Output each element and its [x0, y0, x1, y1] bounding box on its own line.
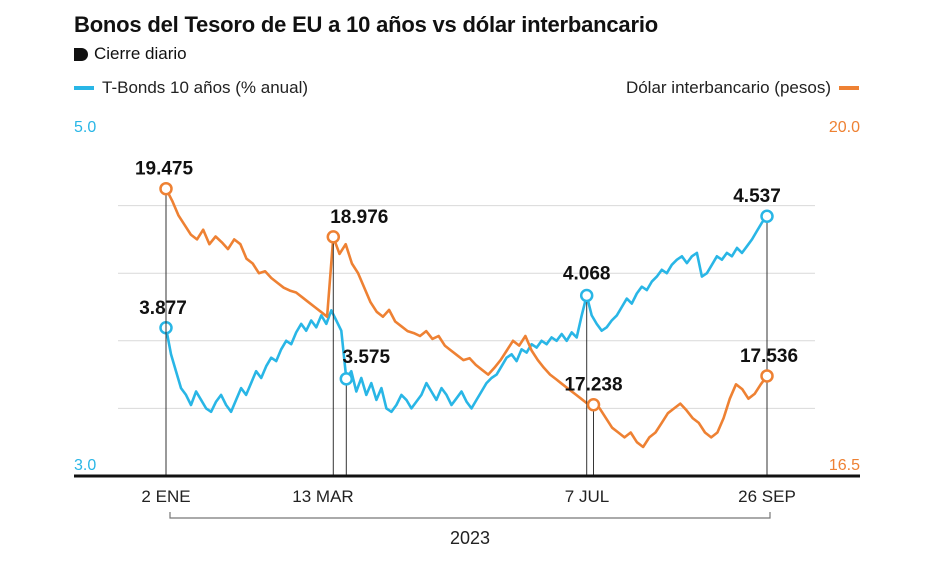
x-tick-label: 26 SEP [738, 487, 796, 506]
data-label: 3.575 [343, 347, 391, 368]
data-label: 3.877 [139, 298, 187, 319]
chart-subtitle: Cierre diario [74, 44, 187, 64]
data-label: 4.068 [563, 264, 611, 285]
legend-left-label: T-Bonds 10 años (% anual) [102, 78, 309, 97]
left-axis-max-label: 5.0 [74, 119, 96, 136]
chart-title: Bonos del Tesoro de EU a 10 años vs dóla… [74, 12, 658, 37]
right-axis-max-label: 20.0 [829, 119, 860, 136]
right-axis-min-label: 16.5 [829, 457, 860, 474]
legend-right-label: Dólar interbancario (pesos) [625, 78, 831, 97]
point-marker [159, 181, 173, 196]
legend-right: Dólar interbancario (pesos) [626, 78, 859, 98]
x-tick-label: 2 ENE [141, 487, 190, 506]
data-label: 4.537 [733, 186, 781, 207]
point-marker [760, 209, 774, 223]
orange-swatch-icon [839, 86, 859, 90]
data-label: 17.238 [564, 375, 622, 396]
x-tick-label: 13 MAR [292, 487, 353, 506]
point-marker [760, 369, 774, 383]
year-label: 2023 [450, 528, 490, 548]
blue-swatch-icon [74, 86, 94, 90]
point-marker [339, 372, 354, 386]
x-tick-label: 7 JUL [565, 487, 609, 506]
left-axis-min-label: 3.0 [74, 457, 96, 474]
dollar-line [164, 188, 769, 449]
point-marker [579, 288, 594, 303]
data-label: 18.976 [330, 207, 388, 228]
point-marker [326, 230, 341, 244]
year-bracket [169, 512, 771, 519]
data-label: 19.475 [135, 159, 194, 180]
subtitle-text: Cierre diario [94, 44, 187, 63]
data-label: 17.536 [740, 346, 798, 367]
subtitle-marker-icon [74, 47, 88, 61]
tbonds-line [164, 215, 769, 414]
legend-left: T-Bonds 10 años (% anual) [74, 78, 308, 98]
point-marker [586, 397, 601, 412]
